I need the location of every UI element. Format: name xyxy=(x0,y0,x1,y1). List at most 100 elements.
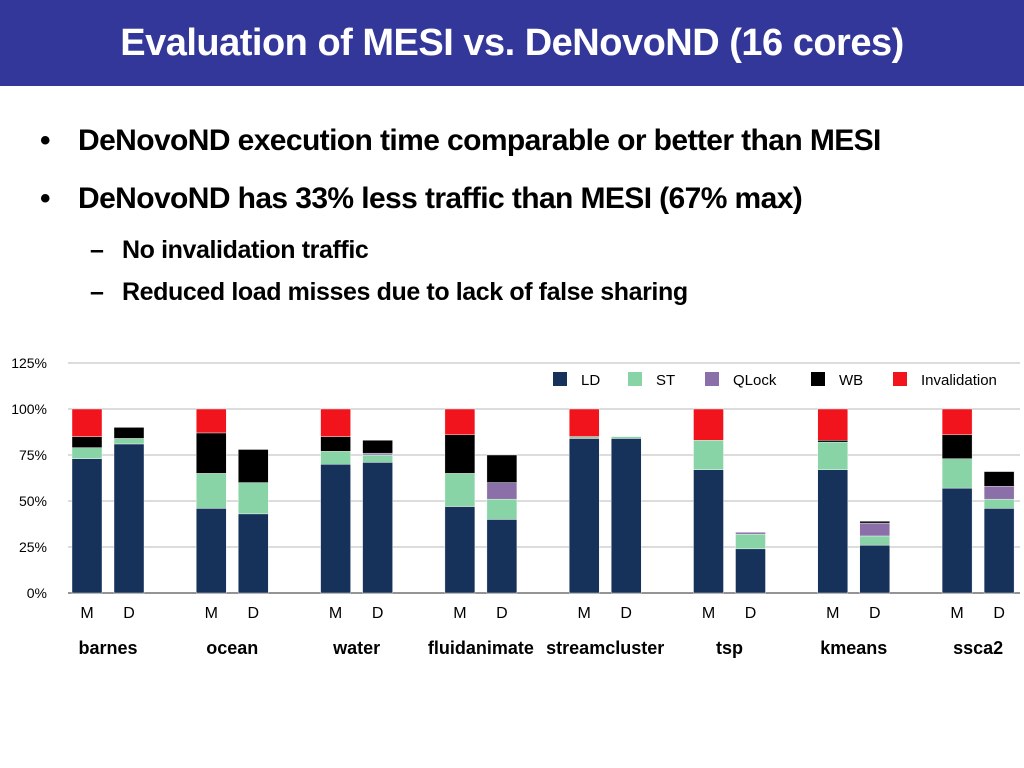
bar-segment-wb xyxy=(71,436,103,448)
sub-bullet-marker: – xyxy=(90,236,104,264)
bar-segment-st xyxy=(693,440,724,470)
bar-label: D xyxy=(869,605,881,622)
bar-label: M xyxy=(702,605,715,622)
bar-segment-ld xyxy=(735,548,766,594)
legend-label: Invalidation xyxy=(921,372,997,389)
bar-segment-invalidation xyxy=(569,408,600,437)
y-tick-label: 100% xyxy=(11,401,47,417)
bar-label: M xyxy=(950,605,963,622)
bar-segment-ld xyxy=(71,458,103,594)
bar-label: D xyxy=(248,605,260,622)
legend-label: LD xyxy=(581,372,600,389)
bar-segment-qlock xyxy=(859,522,890,537)
bar-segment-wb xyxy=(486,454,518,483)
bar-segment-ld xyxy=(196,508,227,594)
bullet-text: DeNovoND has 33% less traffic than MESI … xyxy=(78,182,803,215)
bar-segment-ld xyxy=(941,487,973,594)
slide-title: Evaluation of MESI vs. DeNovoND (16 core… xyxy=(120,22,904,64)
bar-label: M xyxy=(826,605,839,622)
bar-segment-qlock xyxy=(735,532,766,535)
bar-segment-invalidation xyxy=(196,408,227,434)
bar-segment-wb xyxy=(238,449,269,483)
bullet-item: • DeNovoND execution time comparable or … xyxy=(40,120,1000,178)
bullet-marker: • xyxy=(40,124,51,157)
group-label: fluidanimate xyxy=(428,638,534,658)
bar-segment-invalidation xyxy=(444,408,476,435)
legend-label: WB xyxy=(839,372,863,389)
bar-label: M xyxy=(205,605,218,622)
bar-segment-st xyxy=(569,436,600,439)
bar-segment-ld xyxy=(113,443,145,594)
bar-segment-invalidation xyxy=(320,408,351,437)
sub-bullet-item: – Reduced load misses due to lack of fal… xyxy=(40,278,1000,320)
bar-segment-ld xyxy=(444,506,476,594)
bar-segment-invalidation xyxy=(817,408,848,441)
bar-segment-wb xyxy=(941,434,973,459)
bar-segment-st xyxy=(817,441,848,470)
bar-label: D xyxy=(123,605,135,622)
group-label: streamcluster xyxy=(546,638,664,658)
bar-segment-ld xyxy=(238,513,269,594)
bar-segment-st xyxy=(735,533,766,550)
bar-segment-ld xyxy=(817,469,848,594)
bar-label: D xyxy=(620,605,632,622)
bullet-list: • DeNovoND execution time comparable or … xyxy=(40,120,1000,320)
bar-label: D xyxy=(745,605,757,622)
bar-segment-ld xyxy=(569,438,600,594)
group-label: barnes xyxy=(78,638,137,658)
bar-label: M xyxy=(80,605,93,622)
legend-swatch xyxy=(553,372,567,386)
bar-segment-wb xyxy=(362,440,393,454)
bar-segment-st xyxy=(941,458,973,489)
bar-segment-st xyxy=(444,473,476,507)
bar-label: M xyxy=(578,605,591,622)
bar-segment-ld xyxy=(486,519,518,594)
bar-segment-wb xyxy=(196,432,227,474)
bar-segment-ld xyxy=(693,469,724,594)
legend-swatch xyxy=(893,372,907,386)
bar-segment-ld xyxy=(320,463,351,594)
y-tick-label: 75% xyxy=(19,447,47,463)
bar-segment-st xyxy=(71,447,103,459)
legend-label: ST xyxy=(656,372,675,389)
bar-segment-ld xyxy=(983,508,1015,594)
bar-label: D xyxy=(372,605,384,622)
bar-segment-st xyxy=(611,436,642,439)
bar-segment-invalidation xyxy=(71,408,103,437)
bar-label: M xyxy=(453,605,466,622)
y-tick-label: 50% xyxy=(19,493,47,509)
legend-swatch xyxy=(705,372,719,386)
sub-bullet-item: – No invalidation traffic xyxy=(40,236,1000,278)
bar-segment-ld xyxy=(611,438,642,594)
bar-segment-invalidation xyxy=(693,408,724,441)
bar-segment-st xyxy=(196,473,227,509)
bullet-text: DeNovoND execution time comparable or be… xyxy=(78,124,881,157)
bar-segment-wb xyxy=(983,471,1015,487)
legend-label: QLock xyxy=(733,372,777,389)
sub-bullet-text: No invalidation traffic xyxy=(122,236,369,264)
bar-segment-st xyxy=(362,454,393,463)
bar-segment-st xyxy=(238,482,269,515)
legend-swatch xyxy=(628,372,642,386)
sub-bullet-marker: – xyxy=(90,278,104,306)
bar-segment-qlock xyxy=(362,452,393,456)
legend-swatch xyxy=(811,372,825,386)
bullet-marker: • xyxy=(40,182,51,215)
bar-label: M xyxy=(329,605,342,622)
group-label: kmeans xyxy=(820,638,887,658)
bar-segment-st xyxy=(113,438,145,445)
y-tick-label: 0% xyxy=(27,585,47,601)
bar-segment-wb xyxy=(444,434,476,474)
group-label: tsp xyxy=(716,638,743,658)
sub-bullet-text: Reduced load misses due to lack of false… xyxy=(122,278,688,306)
group-label: water xyxy=(332,638,380,658)
group-label: ocean xyxy=(206,638,258,658)
y-tick-label: 25% xyxy=(19,539,47,555)
bar-segment-st xyxy=(320,451,351,465)
bar-segment-wb xyxy=(859,521,890,524)
y-tick-label: 125% xyxy=(11,355,47,371)
bar-label: D xyxy=(993,605,1005,622)
bar-segment-qlock xyxy=(486,482,518,500)
group-label: ssca2 xyxy=(953,638,1003,658)
